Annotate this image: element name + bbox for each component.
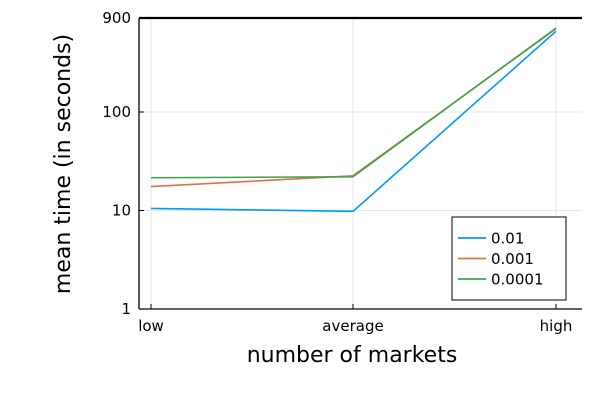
legend-label-2: 0.0001 (491, 271, 544, 289)
y-ticks: 1 10 100 900 (102, 9, 144, 318)
series (150, 27, 557, 213)
grid (139, 18, 582, 309)
legend-label-1: 0.001 (491, 250, 534, 268)
legend: 0.01 0.001 0.0001 (451, 216, 567, 301)
y-tick-label: 1 (121, 300, 131, 318)
x-axis-label: number of markets (247, 343, 458, 368)
y-tick-label: 10 (112, 201, 131, 219)
series-line-0 (150, 30, 557, 213)
x-ticks: low average high (138, 304, 572, 335)
y-tick-label: 900 (102, 9, 131, 27)
x-tick-label: average (322, 317, 383, 335)
y-axis-label: mean time (in seconds) (51, 34, 76, 294)
y-tick-label: 100 (102, 103, 131, 121)
axes (138, 16, 582, 310)
x-tick-label: high (540, 317, 573, 335)
x-tick-label: low (138, 317, 164, 335)
legend-label-0: 0.01 (491, 230, 524, 248)
series-line-2 (150, 27, 557, 179)
